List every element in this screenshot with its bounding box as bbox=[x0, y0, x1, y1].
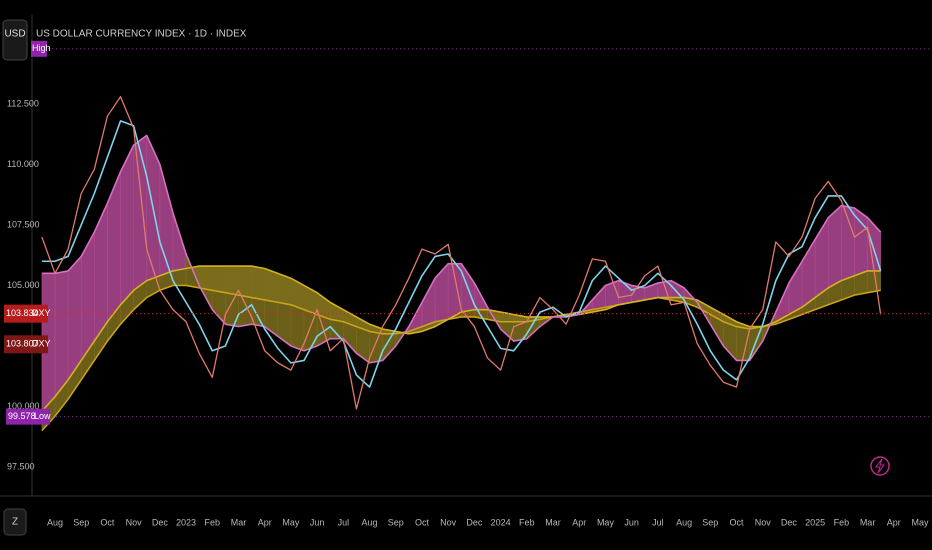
series-line bbox=[41, 134, 882, 364]
x-tick-label: 2023 bbox=[176, 517, 196, 527]
x-tick-label: Sep bbox=[73, 517, 89, 527]
x-tick-label: Mar bbox=[860, 517, 876, 527]
price-label: DXY bbox=[32, 339, 51, 349]
series-line bbox=[41, 284, 881, 432]
x-tick-label: Dec bbox=[466, 517, 483, 527]
x-tick-label: Dec bbox=[152, 517, 169, 527]
ribbon-segment bbox=[54, 270, 69, 398]
x-tick-label: Apr bbox=[887, 517, 901, 527]
y-tick-label: 97.500 bbox=[7, 461, 35, 471]
x-tick-label: Jun bbox=[624, 517, 639, 527]
ribbon-segment bbox=[212, 265, 226, 294]
ribbon-segment bbox=[225, 265, 239, 296]
x-tick-label: Feb bbox=[834, 517, 850, 527]
series-line bbox=[41, 96, 882, 410]
zoom-button-label: Z bbox=[12, 517, 18, 528]
x-tick-label: Jul bbox=[338, 517, 350, 527]
price-badge bbox=[4, 335, 48, 354]
x-tick-label: Jul bbox=[652, 517, 664, 527]
ribbon-segment bbox=[264, 268, 279, 303]
x-tick-label: Mar bbox=[545, 517, 561, 527]
icon-circle bbox=[870, 456, 890, 476]
x-tick-label: May bbox=[597, 517, 615, 527]
x-tick-label: Sep bbox=[388, 517, 404, 527]
series-line bbox=[41, 265, 881, 412]
x-tick-label: 2025 bbox=[805, 517, 825, 527]
marker-tag bbox=[31, 40, 47, 57]
x-tick-label: Jun bbox=[310, 517, 325, 527]
marker-value: 99.578 bbox=[8, 411, 36, 421]
x-tick-label: May bbox=[911, 517, 929, 527]
x-tick-label: Feb bbox=[519, 517, 535, 527]
lightning-icon[interactable] bbox=[870, 456, 890, 476]
series-line bbox=[41, 120, 882, 388]
zoom-button[interactable] bbox=[3, 508, 27, 536]
icon-bolt bbox=[875, 458, 885, 474]
x-tick-label: Aug bbox=[362, 517, 378, 527]
series-lines bbox=[41, 96, 882, 432]
chart-title: US DOLLAR CURRENCY INDEX · 1D · INDEX bbox=[36, 29, 247, 40]
y-tick-label: 110.000 bbox=[7, 159, 39, 169]
x-tick-label: Nov bbox=[755, 517, 772, 527]
x-tick-label: Sep bbox=[702, 517, 718, 527]
marker-badge bbox=[6, 408, 50, 425]
x-tick-label: Aug bbox=[676, 517, 692, 527]
ribbon-segment bbox=[198, 265, 213, 291]
ribbon-segment bbox=[447, 263, 462, 320]
x-tick-label: Nov bbox=[126, 517, 143, 527]
ribbon-segment bbox=[133, 134, 147, 291]
x-tick-label: Apr bbox=[258, 517, 272, 527]
x-tick-label: Dec bbox=[781, 517, 798, 527]
marker-label: High bbox=[32, 43, 51, 53]
x-tick-label: Apr bbox=[572, 517, 586, 527]
y-tick-label: 107.500 bbox=[7, 219, 40, 229]
ribbon-segment bbox=[251, 265, 265, 301]
symbol-button[interactable] bbox=[2, 19, 28, 61]
y-tick-label: 112.500 bbox=[7, 98, 39, 108]
x-tick-label: May bbox=[282, 517, 300, 527]
ribbon-segment bbox=[828, 205, 842, 289]
marker-label: Low bbox=[34, 411, 51, 421]
x-tick-label: Nov bbox=[440, 517, 457, 527]
x-tick-label: 2024 bbox=[491, 517, 511, 527]
price-badge bbox=[4, 304, 48, 323]
x-tick-label: Oct bbox=[730, 517, 745, 527]
x-tick-label: Mar bbox=[231, 517, 247, 527]
y-tick-label: 100.000 bbox=[7, 401, 40, 411]
ribbon-segment bbox=[67, 255, 82, 381]
x-tick-label: Oct bbox=[415, 517, 430, 527]
price-label: DXY bbox=[32, 308, 51, 318]
symbol-button-label: USD bbox=[4, 29, 25, 40]
y-tick-label: 105.000 bbox=[7, 280, 40, 290]
ribbon-segment bbox=[841, 205, 855, 281]
price-value: 103.834 bbox=[6, 308, 39, 318]
x-tick-label: Aug bbox=[47, 517, 63, 527]
x-tick-label: Feb bbox=[205, 517, 221, 527]
x-tick-label: Oct bbox=[100, 517, 115, 527]
price-value: 103.807 bbox=[6, 339, 39, 349]
